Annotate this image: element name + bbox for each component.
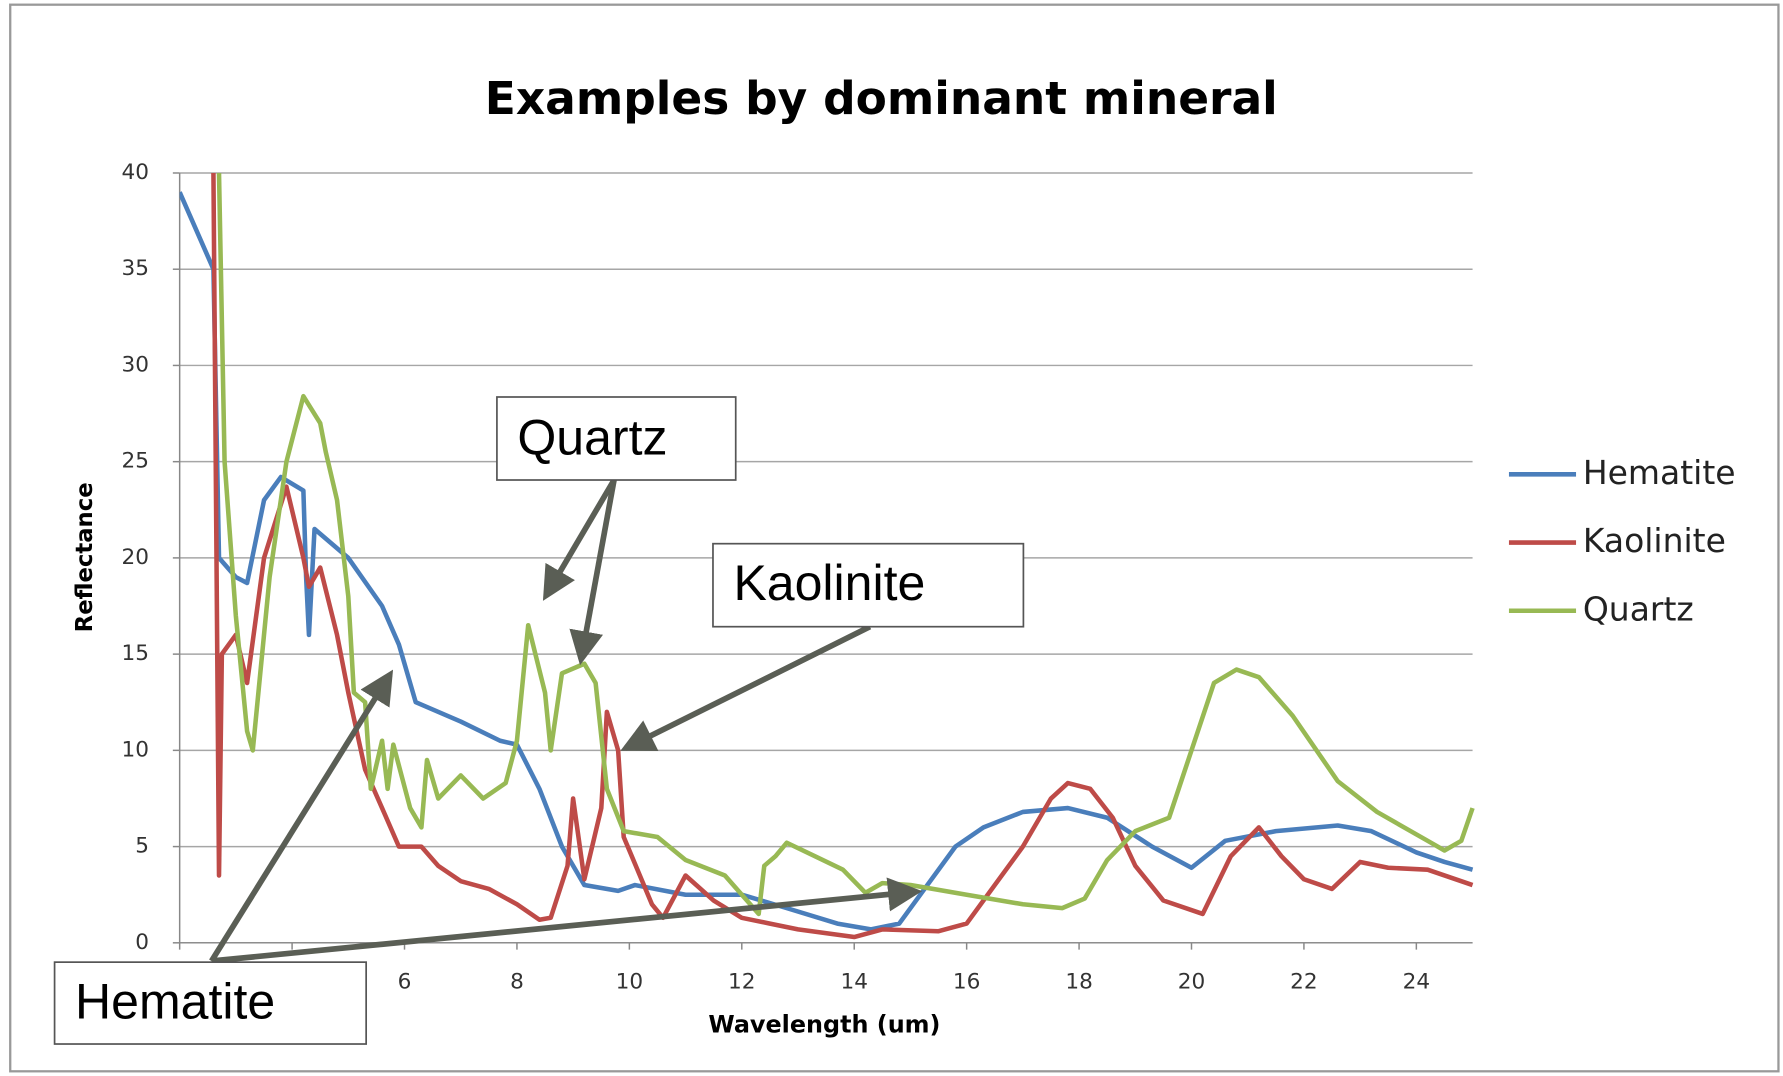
- arrow: [542, 478, 617, 601]
- x-tick-label: 8: [510, 970, 524, 995]
- arrow: [209, 669, 394, 963]
- arrow: [569, 479, 617, 666]
- annotation: Quartz: [517, 410, 667, 466]
- x-tick-label: 20: [1178, 970, 1205, 995]
- x-tick-label: 16: [953, 970, 980, 995]
- x-tick-label: 10: [616, 970, 643, 995]
- x-tick-label: 14: [840, 970, 867, 995]
- chart-title: Examples by dominant mineral: [485, 72, 1278, 125]
- series-line: [216, 172, 1475, 917]
- y-tick-label: 25: [121, 449, 148, 474]
- y-tick-label: 20: [121, 545, 148, 570]
- x-tick-label: 12: [728, 970, 755, 995]
- plot: [179, 172, 1475, 940]
- x-tick-label: 18: [1065, 970, 1092, 995]
- y-axis-title: Reflectance: [72, 482, 98, 632]
- annotation-box: [53, 961, 368, 1045]
- annotation: Hematite: [75, 974, 275, 1030]
- y-tick-label: 35: [121, 256, 148, 281]
- x-tick-label: 6: [398, 970, 412, 995]
- legend-label: Hematite: [1583, 453, 1736, 492]
- annotations: [209, 478, 923, 964]
- series-line: [179, 191, 1474, 932]
- x-tick-label: 22: [1290, 970, 1317, 995]
- y-tick-label: 5: [135, 834, 149, 859]
- legend: Hematite Kaolinite Quartz: [1508, 453, 1736, 628]
- arrow: [620, 624, 872, 751]
- y-tick-label: 0: [135, 930, 149, 955]
- y-tick-label: 40: [121, 160, 148, 185]
- x-tick-label: 24: [1403, 970, 1430, 995]
- annotation-box: [712, 542, 1025, 628]
- y-tick-label: 10: [121, 737, 148, 762]
- y-tick-label: 30: [121, 352, 148, 377]
- y-tick-label: 15: [121, 641, 148, 666]
- annotation: Kaolinite: [733, 555, 925, 611]
- annotation-box: [496, 396, 737, 481]
- x-axis-title: Wavelength (um): [708, 1010, 940, 1038]
- arrow: [211, 877, 923, 964]
- legend-label: Kaolinite: [1583, 521, 1726, 560]
- series-line: [211, 172, 1474, 940]
- legend-label: Quartz: [1583, 589, 1694, 628]
